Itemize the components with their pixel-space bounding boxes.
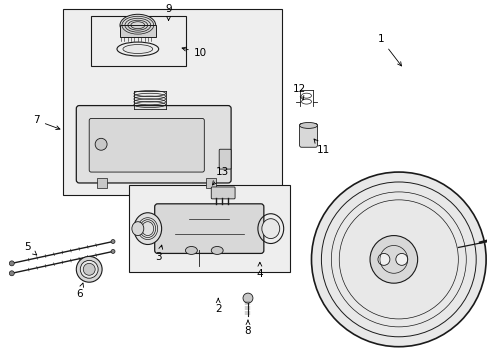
FancyBboxPatch shape: [219, 149, 231, 169]
Text: 8: 8: [244, 320, 251, 336]
Ellipse shape: [134, 213, 162, 244]
Circle shape: [95, 138, 107, 150]
Ellipse shape: [132, 222, 143, 235]
Ellipse shape: [299, 122, 317, 129]
Text: 5: 5: [24, 243, 37, 255]
Ellipse shape: [211, 247, 223, 255]
Ellipse shape: [185, 247, 197, 255]
Circle shape: [111, 239, 115, 243]
FancyBboxPatch shape: [299, 123, 317, 147]
Bar: [97, 178, 107, 188]
FancyBboxPatch shape: [76, 105, 231, 183]
Text: 6: 6: [76, 283, 83, 299]
Text: 10: 10: [182, 47, 206, 58]
Text: 2: 2: [214, 298, 221, 314]
Ellipse shape: [76, 256, 102, 282]
Text: 13: 13: [212, 167, 228, 185]
Bar: [129, 185, 289, 272]
Bar: [129, 185, 289, 272]
Text: 7: 7: [33, 116, 60, 130]
Circle shape: [311, 172, 485, 347]
Circle shape: [395, 253, 407, 265]
Circle shape: [111, 249, 115, 253]
Circle shape: [9, 271, 14, 276]
FancyBboxPatch shape: [154, 204, 264, 253]
Text: 3: 3: [155, 245, 163, 262]
Circle shape: [369, 235, 417, 283]
Text: 4: 4: [256, 262, 263, 279]
Circle shape: [377, 253, 389, 265]
Text: 9: 9: [165, 4, 172, 21]
FancyBboxPatch shape: [89, 118, 204, 172]
Circle shape: [83, 264, 95, 275]
Bar: [63, 9, 281, 195]
Bar: [120, 25, 155, 37]
Circle shape: [243, 293, 252, 303]
Ellipse shape: [120, 14, 155, 36]
FancyBboxPatch shape: [211, 187, 235, 199]
Text: 11: 11: [313, 139, 329, 155]
Bar: [91, 16, 186, 66]
Ellipse shape: [122, 45, 152, 54]
Bar: [91, 16, 186, 66]
Text: 12: 12: [292, 84, 305, 100]
Ellipse shape: [80, 260, 98, 278]
Bar: [63, 9, 281, 195]
Text: 1: 1: [377, 34, 401, 66]
Bar: [206, 178, 216, 188]
Circle shape: [9, 261, 14, 266]
Ellipse shape: [262, 219, 279, 239]
